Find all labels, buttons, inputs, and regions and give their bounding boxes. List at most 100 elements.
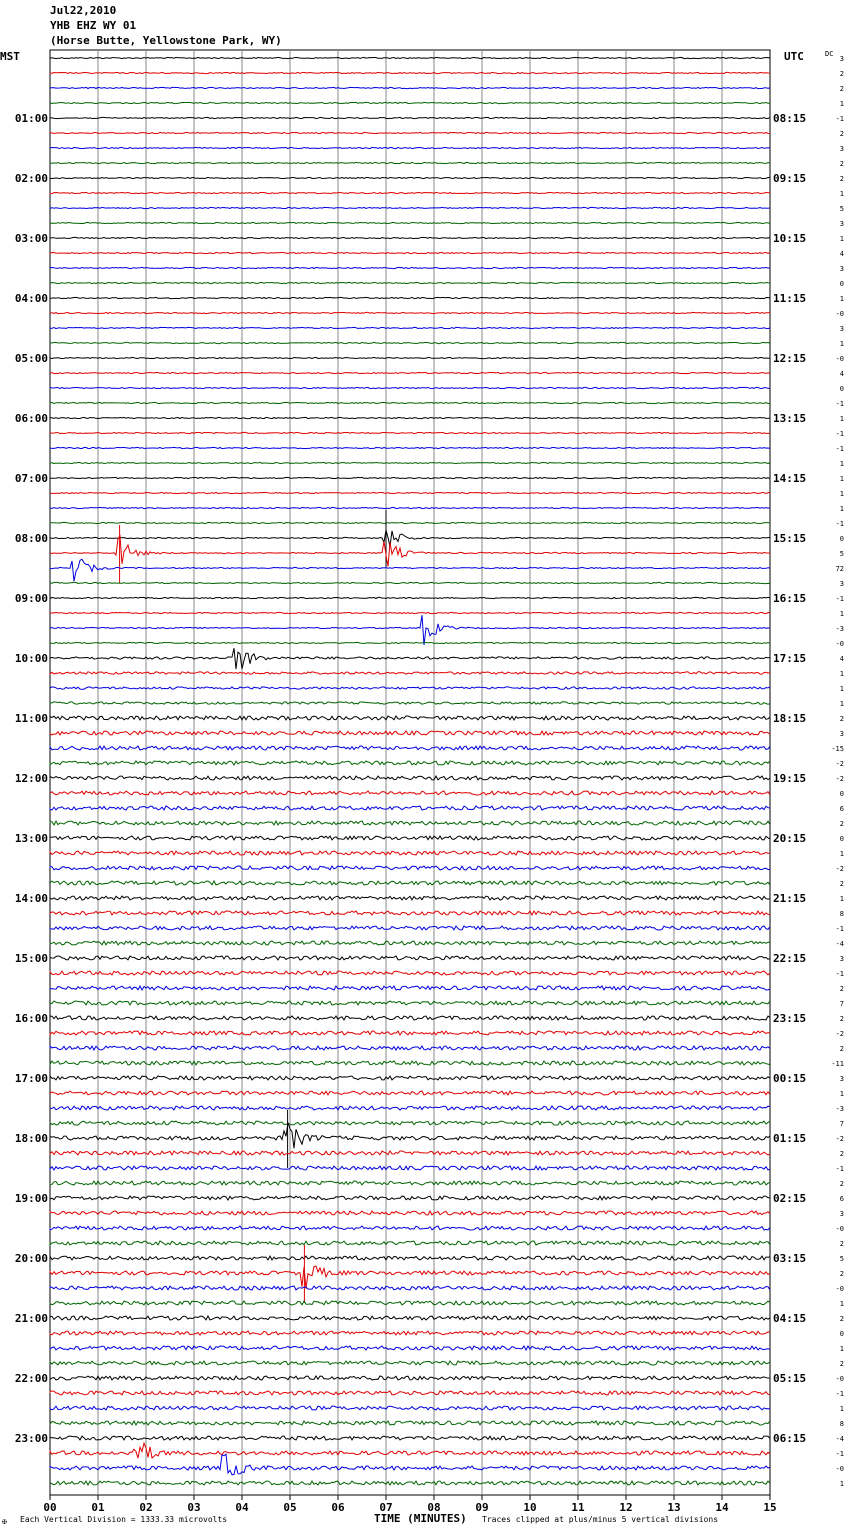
dc-offset-label: 2 xyxy=(840,715,844,723)
dc-offset-label: 2 xyxy=(840,1240,844,1248)
dc-offset-label: 3 xyxy=(840,730,844,738)
dc-offset-label: 5 xyxy=(840,1255,844,1263)
dc-offset-label: 2 xyxy=(840,130,844,138)
dc-offset-label: 1 xyxy=(840,295,844,303)
dc-offset-label: 0 xyxy=(840,1330,844,1338)
dc-offset-label: 1 xyxy=(840,475,844,483)
trace-14 xyxy=(49,266,771,270)
trace-69 xyxy=(49,1090,771,1096)
trace-36 xyxy=(49,596,771,600)
trace-70 xyxy=(49,1105,771,1111)
trace-9 xyxy=(49,191,771,195)
mst-hour-label: 06:00 xyxy=(15,412,48,425)
dc-offset-label: -1 xyxy=(836,520,844,528)
dc-offset-label: 8 xyxy=(840,1420,844,1428)
trace-0 xyxy=(49,56,771,60)
mst-hour-label: 13:00 xyxy=(15,832,48,845)
dc-offset-label: 2 xyxy=(840,1180,844,1188)
x-tick-label: 01 xyxy=(91,1501,105,1514)
dc-offset-label: 2 xyxy=(840,1360,844,1368)
utc-hour-label: 11:15 xyxy=(773,292,806,305)
trace-84 xyxy=(49,1314,771,1321)
mst-hour-label: 12:00 xyxy=(15,772,48,785)
trace-91 xyxy=(49,1420,771,1427)
trace-71 xyxy=(49,1120,771,1126)
dc-offset-label: -0 xyxy=(836,1285,844,1293)
trace-23 xyxy=(49,401,770,405)
trace-26 xyxy=(49,446,771,450)
trace-88 xyxy=(49,1375,771,1381)
trace-40 xyxy=(49,648,771,670)
scale-note: Each Vertical Division = 1333.33 microvo… xyxy=(20,1515,228,1524)
utc-hour-label: 23:15 xyxy=(773,1012,806,1025)
chart-title-location: (Horse Butte, Yellowstone Park, WY) xyxy=(50,34,282,47)
dc-offset-label: 1 xyxy=(840,190,844,198)
dc-offset-label: 3 xyxy=(840,955,844,963)
trace-86 xyxy=(49,1344,771,1352)
dc-offset-label: -1 xyxy=(836,925,844,933)
trace-56 xyxy=(49,895,771,901)
dc-offset-label: 2 xyxy=(840,1315,844,1323)
mst-hour-label: 02:00 xyxy=(15,172,48,185)
mst-hour-label: 09:00 xyxy=(15,592,48,605)
dc-offset-label: -2 xyxy=(836,1030,844,1038)
trace-32 xyxy=(49,529,771,547)
dc-offset-label: -11 xyxy=(831,1060,844,1068)
trace-46 xyxy=(49,744,771,751)
dc-offset-label: -2 xyxy=(836,775,844,783)
dc-offset-label: 5 xyxy=(840,205,844,213)
trace-89 xyxy=(49,1390,771,1396)
dc-offset-label: -1 xyxy=(836,1450,844,1458)
dc-offset-label: 6 xyxy=(840,1195,844,1203)
trace-42 xyxy=(49,686,771,690)
x-axis-title: TIME (MINUTES) xyxy=(374,1512,467,1525)
trace-48 xyxy=(49,775,771,781)
dc-offset-label: 3 xyxy=(840,220,844,228)
dc-offset-label: -0 xyxy=(836,1375,844,1383)
trace-67 xyxy=(49,1060,771,1067)
dc-offset-label: -4 xyxy=(836,940,844,948)
utc-hour-label: 01:15 xyxy=(773,1132,806,1145)
dc-offset-label: 1 xyxy=(840,1345,844,1353)
trace-52 xyxy=(49,835,771,841)
utc-hour-label: 20:15 xyxy=(773,832,806,845)
trace-7 xyxy=(49,161,771,165)
dc-offset-label: 3 xyxy=(840,580,844,588)
trace-8 xyxy=(49,176,771,180)
utc-hour-label: 17:15 xyxy=(773,652,806,665)
dc-offset-label: -1 xyxy=(836,430,844,438)
dc-offset-label: -1 xyxy=(836,445,844,453)
trace-1 xyxy=(49,71,771,75)
dc-offset-label: 0 xyxy=(840,535,844,543)
trace-24 xyxy=(49,416,771,420)
dc-offset-label: -1 xyxy=(836,1165,844,1173)
x-tick-label: 08 xyxy=(427,1501,440,1514)
trace-58 xyxy=(49,925,771,931)
x-tick-label: 12 xyxy=(619,1501,632,1514)
dc-offset-label: 1 xyxy=(840,1090,844,1098)
dc-offset-label: -3 xyxy=(836,1105,844,1113)
trace-39 xyxy=(49,641,771,645)
dc-offset-label: 2 xyxy=(840,1045,844,1053)
trace-87 xyxy=(49,1360,771,1366)
dc-offset-label: 3 xyxy=(840,325,844,333)
trace-75 xyxy=(49,1180,771,1186)
dc-offset-label: 2 xyxy=(840,85,844,93)
trace-94 xyxy=(49,1453,771,1476)
dc-offset-label: -2 xyxy=(836,1135,844,1143)
utc-hour-label: 05:15 xyxy=(773,1372,806,1385)
minute-gridlines xyxy=(49,49,771,1496)
trace-59 xyxy=(49,940,771,946)
trace-77 xyxy=(49,1210,771,1216)
utc-hour-label: 21:15 xyxy=(773,892,806,905)
utc-hour-label: 12:15 xyxy=(773,352,806,365)
dc-offset-label: 3 xyxy=(840,145,844,153)
dc-offset-label: 1 xyxy=(840,850,844,858)
utc-hour-label: 18:15 xyxy=(773,712,806,725)
utc-hour-label: 13:15 xyxy=(773,412,806,425)
trace-68 xyxy=(49,1074,771,1081)
trace-49 xyxy=(49,789,771,796)
dc-offset-label: 1 xyxy=(840,505,844,513)
utc-hour-label: 09:15 xyxy=(773,172,806,185)
dc-offset-label: 1 xyxy=(840,895,844,903)
